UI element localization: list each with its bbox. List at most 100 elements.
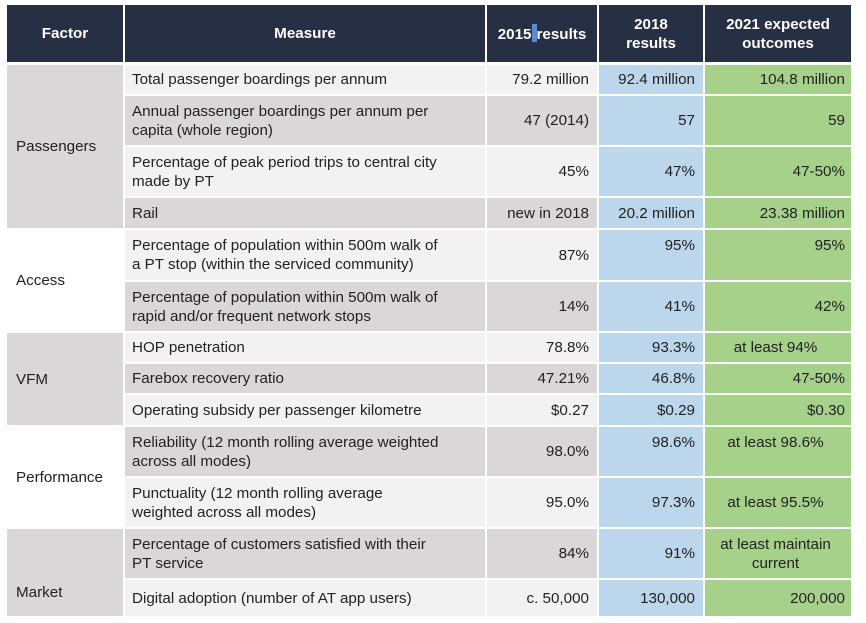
measure-line: a PT stop (within the serviced community… (132, 256, 414, 273)
value-2021: 47-50% (705, 364, 853, 395)
value-2015: 14% (487, 282, 599, 333)
value-2015: $0.27 (487, 395, 599, 427)
measure-line: PT service (132, 554, 204, 572)
measure-line: Annual passenger boardings per annum per (132, 102, 429, 120)
factor-vfm: VFM (7, 333, 125, 427)
value-2021: 200,000 (705, 580, 853, 618)
value-2015: 95.0% (487, 478, 599, 529)
value-2018: 41% (599, 282, 705, 333)
header-2021-label: outcomes (742, 34, 814, 52)
table-row: Market Percentage of customers satisfied… (7, 529, 853, 618)
measure-cell: Rail (125, 198, 487, 230)
measure-cell: HOP penetration (125, 333, 487, 364)
value-2015: 45% (487, 147, 599, 198)
table-row: Access Percentage of population within 5… (7, 230, 853, 333)
table-row: VFM HOP penetration 78.8% 93.3% at least… (7, 333, 853, 427)
table-row: Performance Reliability (12 month rollin… (7, 427, 853, 529)
measure-line: Percentage of customers satisfied with t… (132, 535, 426, 553)
measure-line: Reliability (12 month rolling average we… (132, 433, 439, 451)
value-2018: 93.3% (599, 333, 705, 364)
measure-line: capita (whole region) (132, 121, 273, 139)
factor-passengers: Passengers (7, 65, 125, 230)
table-row: Percentage of peak period trips to centr… (7, 147, 853, 198)
measure-line: weighted across all modes) (132, 503, 317, 521)
measure-cell: Annual passenger boardings per annum per… (125, 96, 487, 147)
value-2018: 47% (599, 147, 705, 198)
table-row: Punctuality (12 month rolling average wei… (7, 478, 853, 529)
value-2015: 98.0% (487, 427, 599, 478)
value-line: at least maintain (720, 535, 831, 553)
value-2018: 57 (599, 96, 705, 147)
value-2021: $0.30 (705, 395, 853, 427)
table-row: Passengers Total passenger boardings per… (7, 65, 853, 230)
value-2021: 47-50% (705, 147, 853, 198)
header-2018: 2018 results (599, 5, 705, 65)
value-2018: 130,000 (599, 580, 705, 618)
value-2018: 46.8% (599, 364, 705, 395)
header-2021: 2021 expected outcomes (705, 5, 853, 65)
value-line: current (751, 554, 800, 572)
value-2021: at least 94% (705, 333, 853, 364)
measure-line: Percentage of population within 500m wal… (132, 288, 438, 306)
value-2021: 23.38 million (705, 198, 853, 230)
value-2015: 87% (487, 230, 599, 282)
value-2021: 42% (705, 282, 853, 333)
measure-cell: Reliability (12 month rolling average we… (125, 427, 487, 478)
value-2021: at least maintain current (705, 529, 853, 580)
header-2018-year: 2018 (634, 15, 668, 33)
measure-cell: Operating subsidy per passenger kilometr… (125, 395, 487, 427)
measure-line: rapid and/or frequent network stops (132, 307, 371, 325)
value-2021: 95% (705, 230, 853, 282)
table-row: Annual passenger boardings per annum per… (7, 96, 853, 147)
measure-cell: Total passenger boardings per annum (125, 65, 487, 96)
value-2021: 59 (705, 96, 853, 147)
value-2021: at least 95.5% (705, 478, 853, 529)
measure-cell: Punctuality (12 month rolling average wei… (125, 478, 487, 529)
value-2018: $0.29 (599, 395, 705, 427)
factor-access: Access (7, 230, 125, 333)
value-2015: c. 50,000 (487, 580, 599, 618)
header-measure: Measure (125, 5, 487, 65)
value-2015: new in 2018 (487, 198, 599, 230)
results-table: Factor Measure 2015 results 2018 results 2… (7, 5, 853, 618)
table-row: Digital adoption (number of AT app users… (7, 580, 853, 618)
value-2018: 97.3% (599, 478, 705, 529)
value-2015: 78.8% (487, 333, 599, 364)
header-2015: 2015 results (487, 5, 599, 65)
header-2015-year: 2015 (497, 25, 532, 43)
value-2018: 20.2 million (599, 198, 705, 230)
measure-cell: Farebox recovery ratio (125, 364, 487, 395)
measure-cell: Percentage of population within 500m wal… (125, 282, 487, 333)
measure-line: made by PT (132, 172, 214, 190)
measure-cell: Percentage of customers satisfied with t… (125, 529, 487, 580)
value-2018: 92.4 million (599, 65, 705, 96)
measure-cell: Percentage of population within 500m wal… (125, 230, 487, 282)
header-2021-year: 2021 expected (726, 15, 830, 33)
value-2015: 79.2 million (487, 65, 599, 96)
measure-line: Punctuality (12 month rolling average (132, 484, 383, 502)
factor-performance: Performance (7, 427, 125, 529)
value-2021: 104.8 million (705, 65, 853, 96)
factor-market: Market (7, 529, 125, 618)
table-row: Rail new in 2018 20.2 million 23.38 mill… (7, 198, 853, 230)
value-2015: 47 (2014) (487, 96, 599, 147)
table-row: Farebox recovery ratio 47.21% 46.8% 47-5… (7, 364, 853, 395)
header-row: Factor Measure 2015 results 2018 results 2… (7, 5, 853, 65)
measure-cell: Percentage of peak period trips to centr… (125, 147, 487, 198)
value-2015: 47.21% (487, 364, 599, 395)
value-2015: 84% (487, 529, 599, 580)
value-2021: at least 98.6% (705, 427, 853, 478)
measure-line: across all modes) (132, 452, 252, 470)
text-cursor (532, 23, 538, 42)
header-factor: Factor (7, 5, 125, 65)
measure-line: Percentage of population within 500m wal… (132, 237, 438, 254)
table-row: Operating subsidy per passenger kilometr… (7, 395, 853, 427)
value-2018: 91% (599, 529, 705, 580)
header-2018-label: results (626, 34, 676, 52)
measure-cell: Digital adoption (number of AT app users… (125, 580, 487, 618)
value-2018: 95% (599, 230, 705, 282)
header-2015-label: results (536, 25, 587, 43)
value-2018: 98.6% (599, 427, 705, 478)
measure-line: Percentage of peak period trips to centr… (132, 153, 437, 171)
table-row: Percentage of population within 500m wal… (7, 282, 853, 333)
